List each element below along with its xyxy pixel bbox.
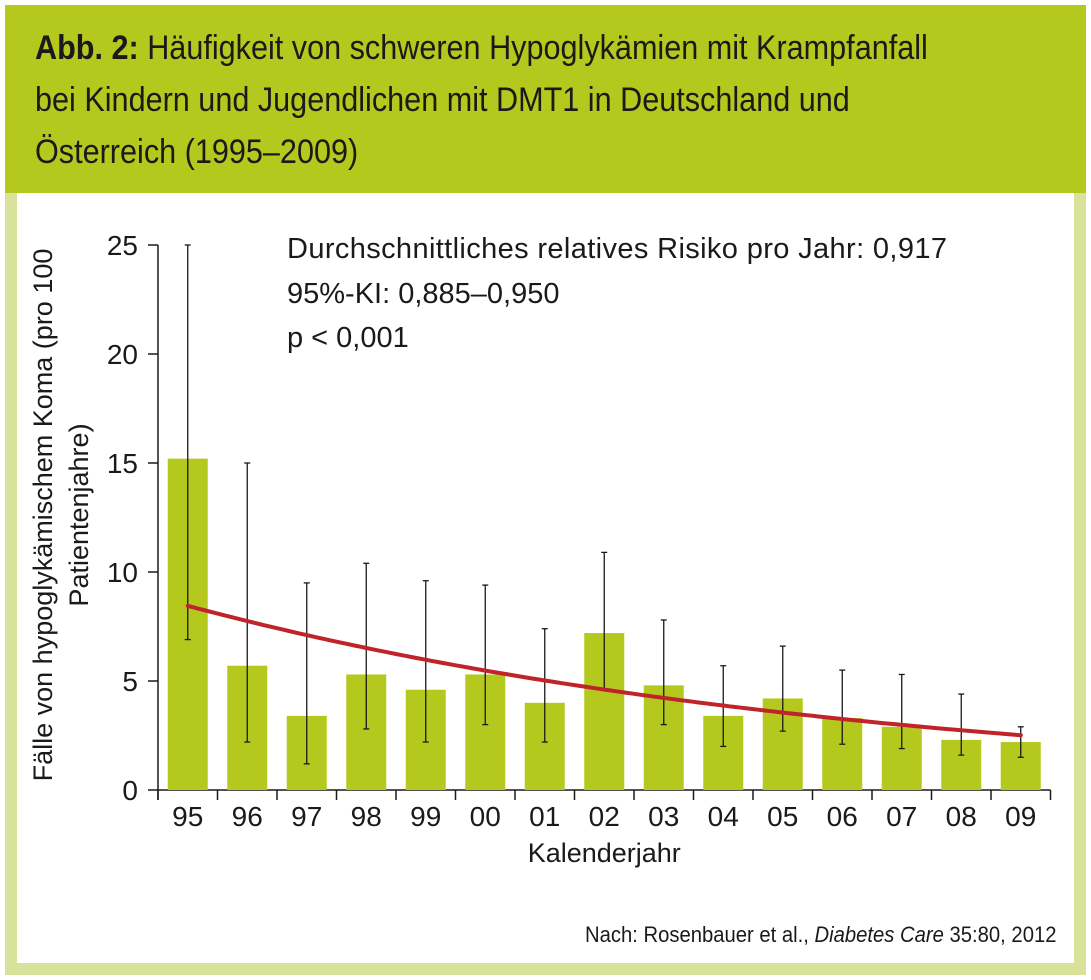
x-tick-label: 95 bbox=[172, 801, 203, 832]
y-axis-title-line1: Fälle von hypoglykämischem Koma (pro 100 bbox=[28, 249, 58, 782]
y-tick-label: 25 bbox=[107, 230, 138, 261]
x-tick-label: 04 bbox=[708, 801, 739, 832]
y-tick-label: 15 bbox=[107, 448, 138, 479]
x-tick-label: 01 bbox=[529, 801, 560, 832]
x-tick-label: 96 bbox=[232, 801, 263, 832]
trend-curve bbox=[185, 603, 1023, 738]
source-prefix: Nach: Rosenbauer et al., bbox=[584, 922, 815, 947]
trend-line bbox=[185, 603, 1023, 738]
x-tick-label: 00 bbox=[470, 801, 501, 832]
error-bars bbox=[184, 244, 1024, 765]
x-tick-label: 09 bbox=[1005, 801, 1036, 832]
figure-title: Abb. 2: Häufigkeit von schweren Hypoglyk… bbox=[35, 22, 962, 178]
x-tick-label: 97 bbox=[291, 801, 322, 832]
source-citation: Nach: Rosenbauer et al., Diabetes Care 3… bbox=[585, 922, 1056, 948]
x-tick-label: 05 bbox=[767, 801, 798, 832]
figure-caption: Häufigkeit von schweren Hypoglykämien mi… bbox=[35, 29, 928, 171]
annotation-line: p < 0,001 bbox=[287, 322, 409, 354]
y-tick-label: 0 bbox=[122, 775, 138, 806]
x-tick-label: 02 bbox=[589, 801, 620, 832]
y-axis: 0 5 10 15 20 25 bbox=[107, 230, 159, 806]
x-tick-label: 06 bbox=[827, 801, 858, 832]
statistics-annotation: Durchschnittliches relatives Risiko pro … bbox=[287, 233, 947, 354]
source-suffix: 35:80, 2012 bbox=[943, 922, 1056, 947]
axis-labels: Kalenderjahr Fälle von hypoglykämischem K… bbox=[28, 249, 681, 868]
x-tick-label: 03 bbox=[648, 801, 679, 832]
x-tick-label: 99 bbox=[410, 801, 441, 832]
y-tick-label: 10 bbox=[107, 557, 138, 588]
figure-header bbox=[5, 5, 1086, 193]
source-journal: Diabetes Care bbox=[814, 922, 944, 947]
y-tick-label: 5 bbox=[122, 666, 138, 697]
annotation-line: 95%-KI: 0,885–0,950 bbox=[287, 278, 559, 310]
x-tick-label: 98 bbox=[351, 801, 382, 832]
y-tick-label: 20 bbox=[107, 339, 138, 370]
y-axis-title-line2: Patientenjahre) bbox=[64, 423, 94, 606]
annotation-line: Durchschnittliches relatives Risiko pro … bbox=[287, 233, 947, 265]
figure-number: Abb. 2: bbox=[35, 29, 139, 67]
x-axis-title: Kalenderjahr bbox=[528, 838, 681, 868]
x-tick-label: 08 bbox=[946, 801, 977, 832]
x-axis: 95 96 97 98 99 00 01 02 03 04 05 06 07 08 09 bbox=[157, 789, 1052, 832]
x-tick-label: 07 bbox=[886, 801, 917, 832]
